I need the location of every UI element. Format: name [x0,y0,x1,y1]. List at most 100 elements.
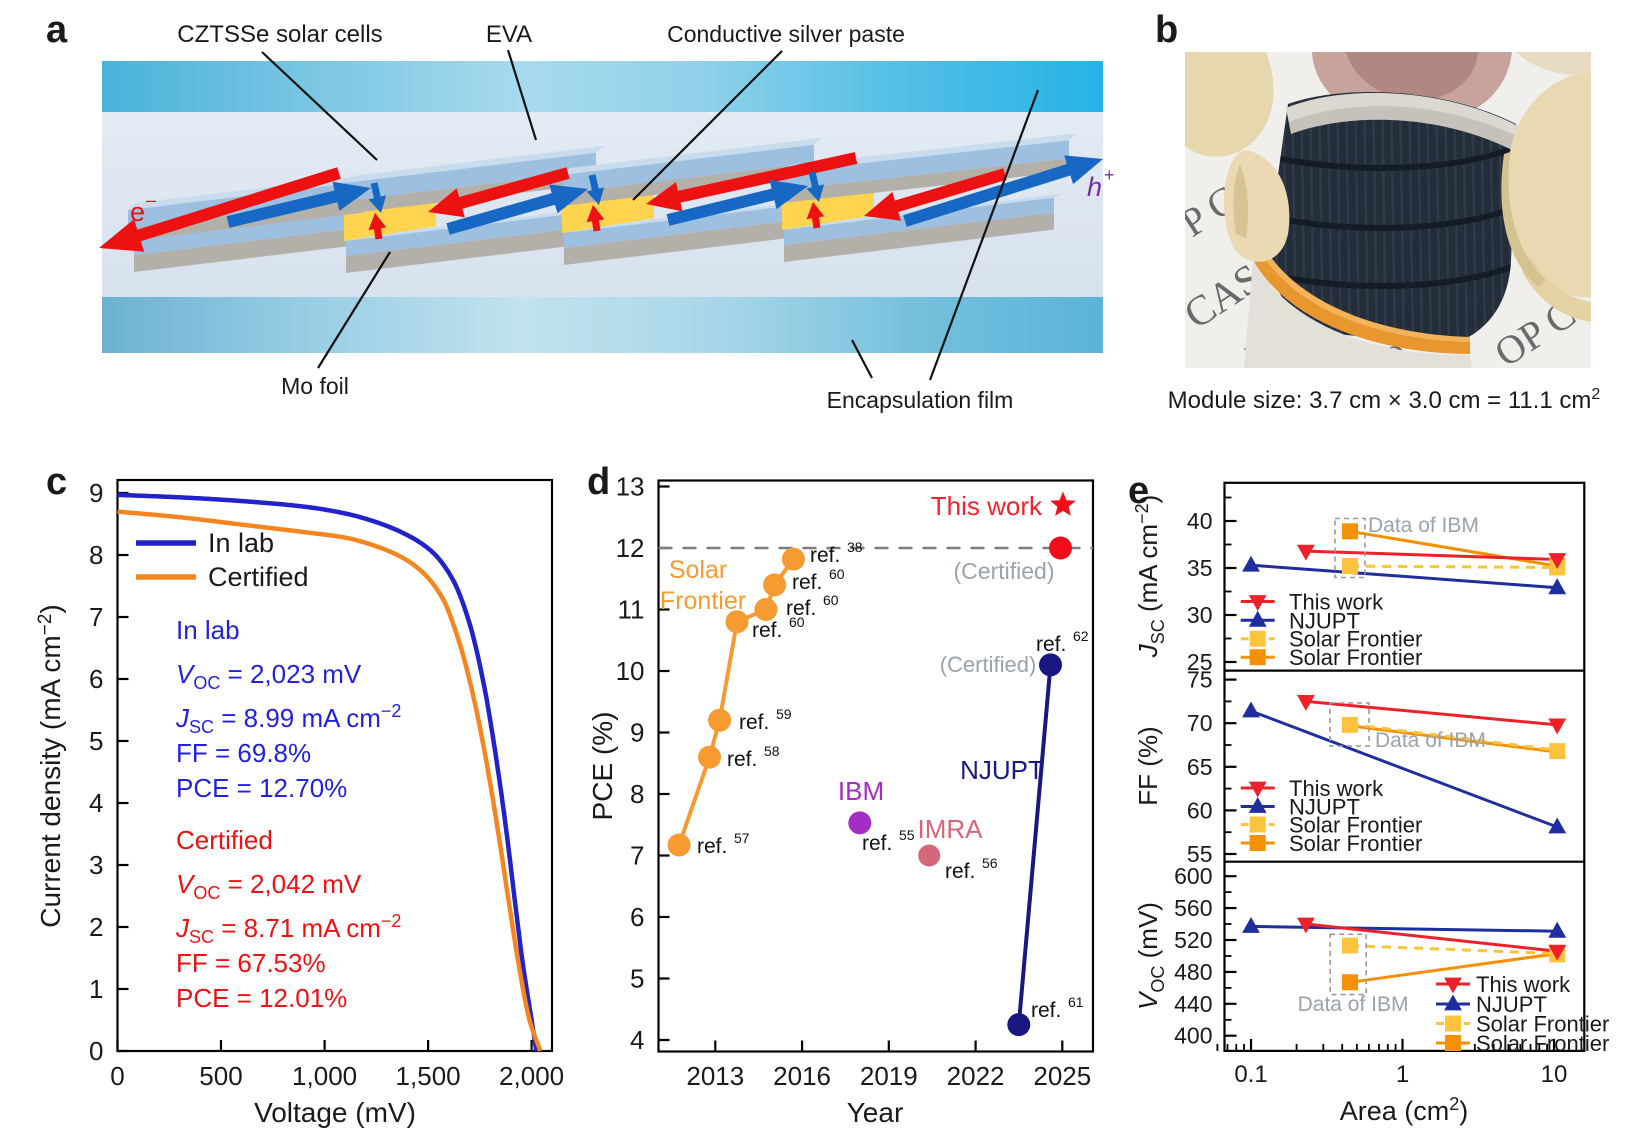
svg-text:0.1: 0.1 [1234,1061,1267,1088]
svg-text:8: 8 [630,779,644,809]
svg-text:(Certified): (Certified) [940,652,1037,677]
svg-text:Encapsulation film: Encapsulation film [827,387,1014,413]
svg-text:Conductive silver paste: Conductive silver paste [667,21,905,47]
svg-text:(Certified): (Certified) [954,558,1055,584]
svg-text:VOC = 2,042 mV: VOC = 2,042 mV [176,869,362,903]
svg-text:PCE = 12.01%: PCE = 12.01% [176,983,347,1013]
svg-text:65: 65 [1187,754,1213,780]
svg-text:ref.: ref. [786,597,816,620]
svg-text:Module size: 3.7 cm × 3.0 cm =: Module size: 3.7 cm × 3.0 cm = 11.1 cm2 [1168,386,1601,414]
svg-text:6: 6 [630,902,644,932]
svg-text:h: h [1087,172,1102,202]
svg-text:57: 57 [734,830,750,846]
svg-text:3: 3 [89,850,103,880]
svg-text:Solar Frontier: Solar Frontier [1289,831,1422,856]
svg-text:NJUPT: NJUPT [1289,608,1360,633]
svg-text:520: 520 [1174,927,1212,953]
svg-text:440: 440 [1174,991,1212,1017]
svg-text:Solar Frontier: Solar Frontier [1476,1031,1609,1056]
svg-text:60: 60 [823,592,839,608]
svg-text:8: 8 [89,540,103,570]
svg-text:Certified: Certified [176,825,273,855]
svg-text:0: 0 [89,1036,103,1066]
svg-text:ref.: ref. [1036,633,1066,656]
svg-text:5: 5 [89,726,103,756]
svg-text:FF = 69.8%: FF = 69.8% [176,738,311,768]
svg-text:60: 60 [1187,797,1213,823]
svg-text:500: 500 [199,1061,242,1091]
svg-text:NJUPT: NJUPT [1289,795,1360,820]
svg-text:4: 4 [89,788,103,818]
svg-text:Solar Frontier: Solar Frontier [1476,1012,1609,1037]
svg-text:1,500: 1,500 [396,1061,461,1091]
svg-text:ref.: ref. [862,832,892,855]
svg-text:c: c [46,461,67,503]
svg-text:Frontier: Frontier [660,587,746,615]
svg-text:Voltage (mV): Voltage (mV) [254,1097,416,1128]
svg-text:0: 0 [110,1061,124,1091]
svg-text:This work: This work [1476,972,1571,997]
svg-text:7: 7 [89,602,103,632]
svg-text:JSC (mA cm−2): JSC (mA cm−2) [1132,495,1168,659]
svg-text:10: 10 [616,656,645,686]
svg-text:1: 1 [89,974,103,1004]
svg-text:55: 55 [1187,841,1213,867]
svg-text:2022: 2022 [947,1061,1005,1091]
svg-text:5: 5 [630,964,644,994]
svg-text:480: 480 [1174,959,1212,985]
svg-text:This work: This work [1289,590,1384,615]
svg-text:75: 75 [1187,667,1213,693]
svg-text:9: 9 [630,718,644,748]
svg-text:Solar Frontier: Solar Frontier [1289,627,1422,652]
svg-text:70: 70 [1187,710,1213,736]
svg-text:25: 25 [1187,649,1213,675]
svg-text:PCE = 12.70%: PCE = 12.70% [176,773,347,803]
svg-text:This work: This work [931,491,1043,521]
svg-text:IBM: IBM [838,776,884,806]
svg-text:4: 4 [630,1025,644,1055]
svg-text:40: 40 [1187,508,1213,534]
svg-text:62: 62 [1073,628,1089,644]
svg-text:600: 600 [1174,863,1212,889]
svg-text:7: 7 [630,841,644,871]
svg-text:1,000: 1,000 [292,1061,357,1091]
svg-text:10: 10 [1541,1061,1568,1088]
svg-text:d: d [587,461,610,503]
svg-text:JSC = 8.99 mA cm−2: JSC = 8.99 mA cm−2 [175,701,401,737]
svg-text:Data of IBM: Data of IBM [1368,514,1479,537]
svg-text:ref.: ref. [945,860,975,883]
svg-text:58: 58 [764,743,780,759]
svg-text:IMRA: IMRA [918,814,984,844]
svg-text:FF = 67.53%: FF = 67.53% [176,948,326,978]
svg-text:Solar Frontier: Solar Frontier [1289,645,1422,670]
svg-text:Certified: Certified [208,562,309,592]
svg-text:This work: This work [1289,776,1384,801]
svg-text:ref.: ref. [697,835,727,858]
svg-text:NJUPT: NJUPT [960,755,1044,785]
svg-text:6: 6 [89,664,103,694]
svg-text:CZTSSe solar cells: CZTSSe solar cells [177,21,382,48]
svg-text:NJUPT: NJUPT [1476,992,1547,1017]
svg-text:30: 30 [1187,602,1213,628]
svg-text:ref.: ref. [810,544,840,567]
svg-text:+: + [1104,165,1115,185]
svg-text:ref.: ref. [792,571,822,594]
svg-text:60: 60 [789,614,805,630]
svg-text:FF (%): FF (%) [1133,726,1163,805]
svg-text:ref.: ref. [727,748,757,771]
svg-text:Solar Frontier: Solar Frontier [1289,813,1422,838]
svg-text:2019: 2019 [860,1061,918,1091]
svg-text:ref.: ref. [1031,999,1061,1022]
svg-text:Area (cm2): Area (cm2) [1340,1094,1469,1126]
svg-text:Mo foil: Mo foil [281,373,349,399]
svg-text:9: 9 [89,478,103,508]
svg-text:JSC = 8.71 mA cm−2: JSC = 8.71 mA cm−2 [175,911,401,947]
svg-text:–: – [146,190,156,210]
svg-text:a: a [46,9,68,51]
svg-text:b: b [1155,9,1178,51]
svg-text:ref.: ref. [739,711,769,734]
svg-text:Current density (mA cm−2): Current density (mA cm−2) [35,604,66,928]
svg-text:2016: 2016 [773,1061,831,1091]
svg-text:e: e [1128,470,1149,512]
svg-text:e: e [130,197,145,227]
